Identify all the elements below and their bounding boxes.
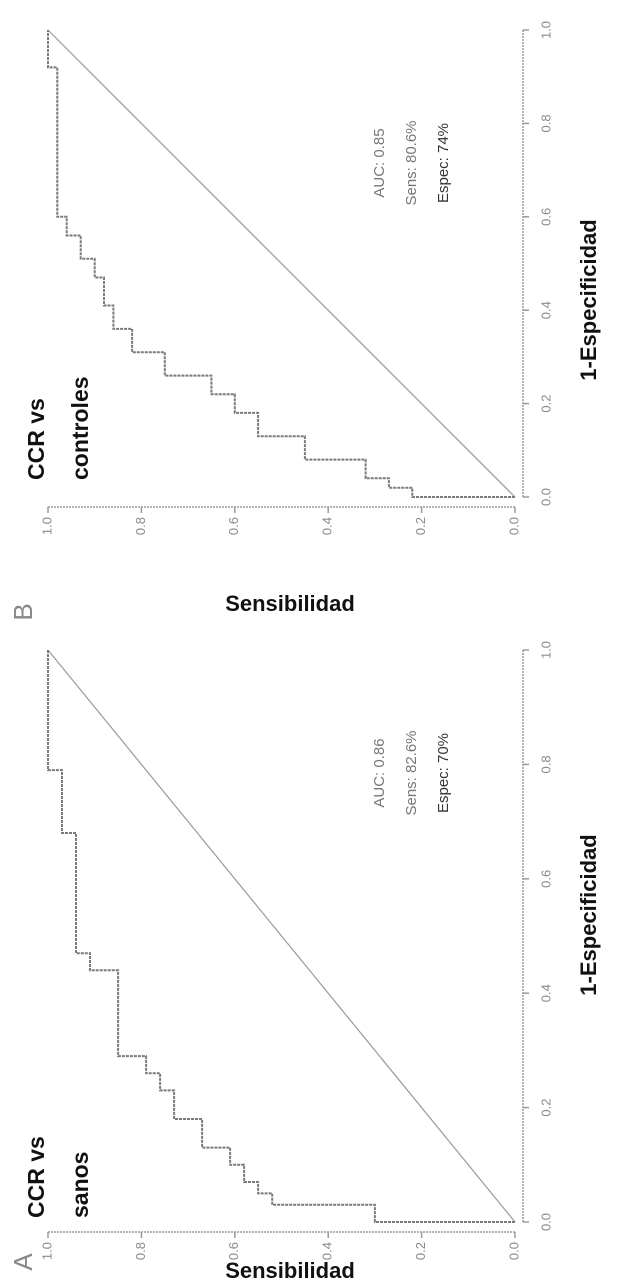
annotation: AUC: 0.86 bbox=[371, 738, 388, 807]
rotated-panels: 0.00.20.40.60.81.00.00.20.40.60.81.0ACCR… bbox=[8, 21, 601, 1271]
annotation: Espec: 70% bbox=[435, 733, 452, 813]
x-tick-label: 0.2 bbox=[538, 1099, 553, 1117]
y-tick-label: 1.0 bbox=[39, 1242, 54, 1260]
y-tick-label: 0.8 bbox=[133, 517, 148, 535]
y-tick-label: 0.8 bbox=[133, 1242, 148, 1260]
x-axis-label: 1-Especificidad bbox=[576, 834, 601, 995]
y-tick-label: 1.0 bbox=[39, 517, 54, 535]
y-tick-label: 0.0 bbox=[506, 517, 521, 535]
chart-title: controles bbox=[67, 376, 93, 480]
reference-diagonal bbox=[47, 649, 516, 1223]
x-tick-label: 0.4 bbox=[538, 301, 553, 319]
y-tick-label: 0.4 bbox=[320, 1242, 335, 1260]
chart-title: CCR vs bbox=[23, 398, 49, 480]
x-tick-label: 0.0 bbox=[538, 488, 553, 506]
reference-diagonal bbox=[47, 29, 516, 498]
y-tick-label: 0.2 bbox=[413, 1242, 428, 1260]
chart-title: sanos bbox=[67, 1152, 93, 1218]
y-axis-label: Sensibilidad bbox=[225, 591, 355, 616]
annotation: Sens: 80.6% bbox=[403, 120, 420, 205]
y-tick-label: 0.6 bbox=[226, 517, 241, 535]
y-axis-label: Sensibilidad bbox=[225, 1258, 355, 1283]
panel-letter: B bbox=[8, 603, 38, 620]
x-tick-label: 1.0 bbox=[538, 641, 553, 659]
x-tick-label: 0.2 bbox=[538, 395, 553, 413]
x-tick-label: 0.6 bbox=[538, 870, 553, 888]
x-tick-label: 0.4 bbox=[538, 984, 553, 1002]
x-tick-label: 0.8 bbox=[538, 755, 553, 773]
x-axis-label: 1-Especificidad bbox=[576, 219, 601, 380]
annotation: AUC: 0.85 bbox=[371, 128, 388, 197]
x-tick-label: 0.0 bbox=[538, 1213, 553, 1231]
roc-curve bbox=[47, 650, 515, 1223]
annotation: Espec: 74% bbox=[435, 123, 452, 203]
y-tick-label: 0.4 bbox=[320, 517, 335, 535]
roc-curve bbox=[47, 30, 515, 498]
y-tick-label: 0.6 bbox=[226, 1242, 241, 1260]
x-tick-label: 1.0 bbox=[538, 21, 553, 39]
annotation: Sens: 82.6% bbox=[403, 730, 420, 815]
panel-letter: A bbox=[8, 1253, 38, 1271]
y-tick-label: 0.0 bbox=[506, 1242, 521, 1260]
x-tick-label: 0.8 bbox=[538, 114, 553, 132]
x-tick-label: 0.6 bbox=[538, 208, 553, 226]
y-tick-label: 0.2 bbox=[413, 517, 428, 535]
chart-title: CCR vs bbox=[23, 1136, 49, 1218]
